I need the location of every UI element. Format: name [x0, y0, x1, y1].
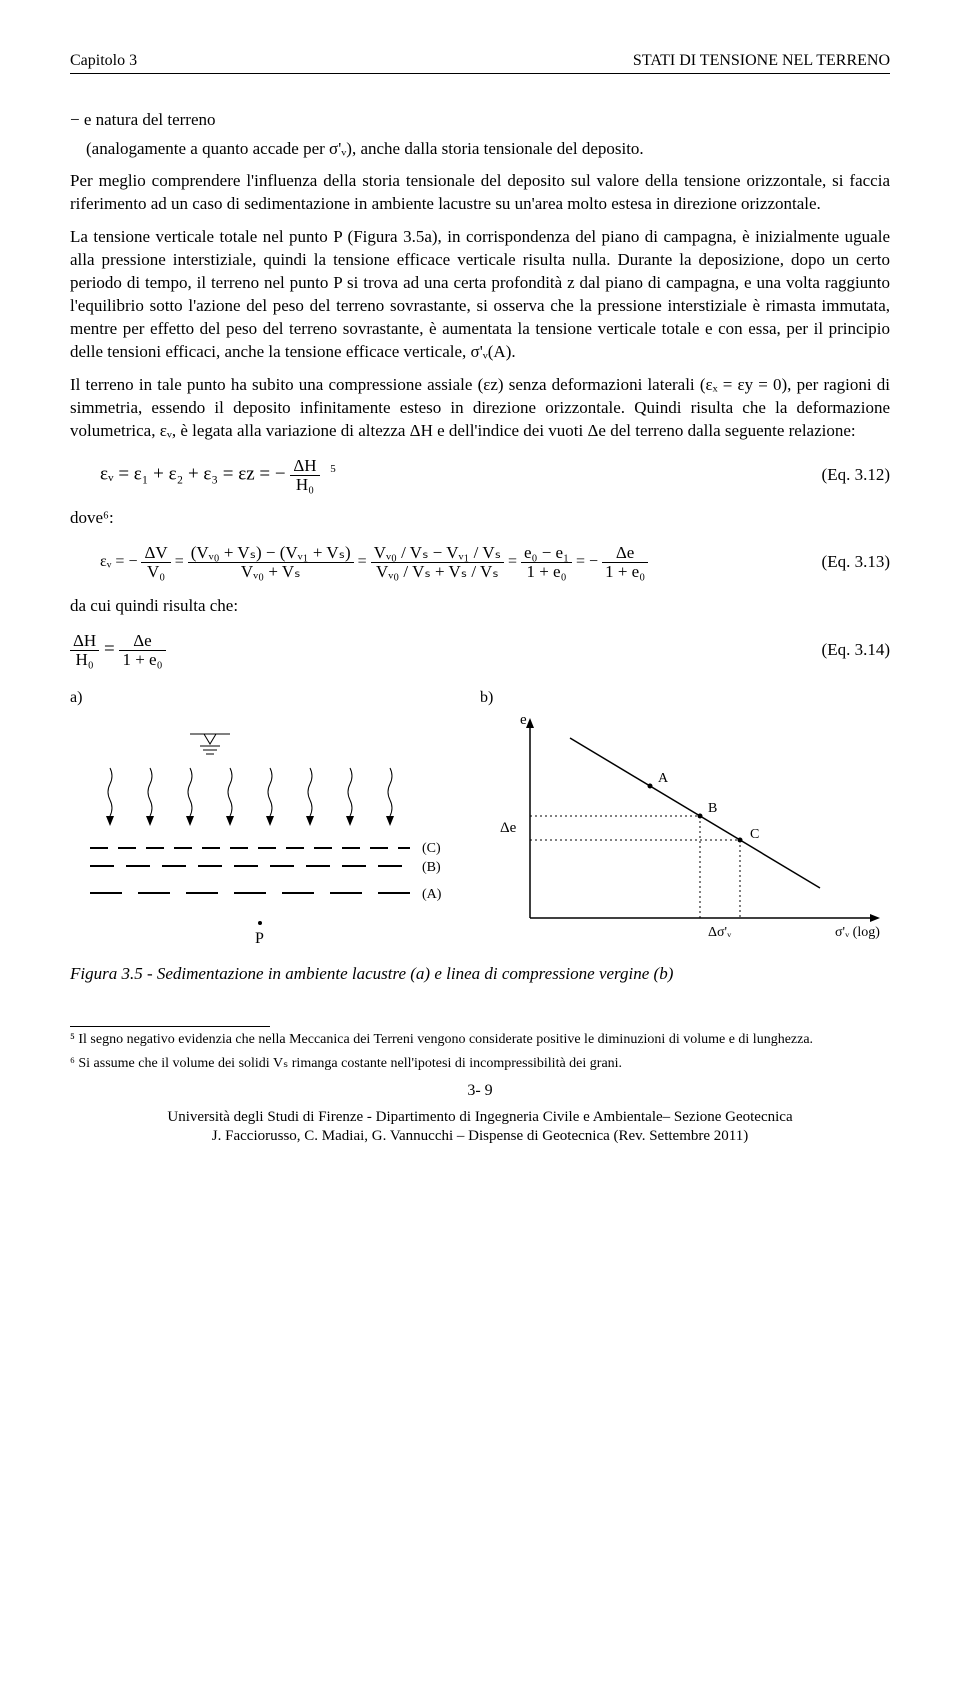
footnote-separator: [70, 1026, 270, 1027]
eq-number: (Eq. 3.14): [800, 639, 890, 662]
page-header: Capitolo 3 STATI DI TENSIONE NEL TERRENO: [70, 50, 890, 74]
footnote-6: ⁶ Si assume che il volume dei solidi Vₛ …: [70, 1055, 890, 1073]
point-label: A: [658, 771, 669, 786]
layer-label: (A): [422, 887, 442, 902]
figure-3-5: a): [70, 687, 890, 956]
eq-lhs: εᵥ = −: [100, 553, 137, 570]
footer-line: Università degli Studi di Firenze - Dipa…: [70, 1108, 890, 1128]
point-p-label: P: [255, 930, 264, 947]
paragraph: Per meglio comprendere l'influenza della…: [70, 170, 890, 216]
page-footer: Università degli Studi di Firenze - Dipa…: [70, 1108, 890, 1147]
header-left: Capitolo 3: [70, 50, 137, 72]
footnote-5: ⁵ Il segno negativo evidenzia che nella …: [70, 1031, 890, 1049]
equation-3-14: ΔHH₀ = Δe1 + e₀ (Eq. 3.14): [70, 632, 890, 669]
paragraph: Il terreno in tale punto ha subito una c…: [70, 374, 890, 443]
layer-label: (B): [422, 860, 441, 875]
dove-label: dove⁶:: [70, 507, 890, 530]
equation-3-13: εᵥ = − ΔVV₀ = (Vᵥ₀ + Vₛ) − (Vᵥ₁ + Vₛ)Vᵥ₀…: [70, 544, 890, 581]
figure-a: a): [70, 687, 480, 956]
axis-y-label: e: [520, 712, 527, 728]
point-label: B: [708, 801, 717, 816]
page-number: 3- 9: [70, 1080, 890, 1102]
delta-e-label: Δe: [500, 820, 517, 836]
footer-line: J. Facciorusso, C. Madiai, G. Vannucchi …: [70, 1127, 890, 1147]
eq-frac: ΔH H₀: [290, 457, 319, 494]
eq-number: (Eq. 3.13): [800, 551, 890, 574]
axis-x-label: σ'ᵥ (log): [835, 925, 880, 940]
sedimentation-diagram: (C) (B) (A) P: [70, 708, 470, 948]
eq-number: (Eq. 3.12): [800, 464, 890, 487]
paragraph: La tensione verticale totale nel punto P…: [70, 226, 890, 364]
figure-b: b) e σ'ᵥ (log) A B C Δe Δσ': [480, 687, 890, 956]
figure-caption: Figura 3.5 - Sedimentazione in ambiente …: [70, 963, 890, 986]
delta-sigma-label: Δσ'ᵥ: [708, 925, 732, 940]
header-right: STATI DI TENSIONE NEL TERRENO: [633, 50, 890, 72]
layer-label: (C): [422, 841, 441, 856]
eq-sup: 5: [330, 463, 336, 475]
subfig-label: b): [480, 687, 890, 709]
equation-3-12: εᵥ = ε₁ + ε₂ + ε₃ = εz = − ΔH H₀ 5 (Eq. …: [70, 457, 890, 494]
point-label: C: [750, 827, 759, 842]
paragraph: (analogamente a quanto accade per σ'ᵥ), …: [70, 138, 890, 161]
eq-lhs: εᵥ = ε₁ + ε₂ + ε₃ = εz = −: [100, 463, 286, 484]
subfig-label: a): [70, 687, 480, 709]
compression-line-diagram: e σ'ᵥ (log) A B C Δe Δσ'ᵥ: [480, 708, 890, 948]
dacui-label: da cui quindi risulta che:: [70, 595, 890, 618]
list-item: − e natura del terreno: [70, 109, 890, 132]
